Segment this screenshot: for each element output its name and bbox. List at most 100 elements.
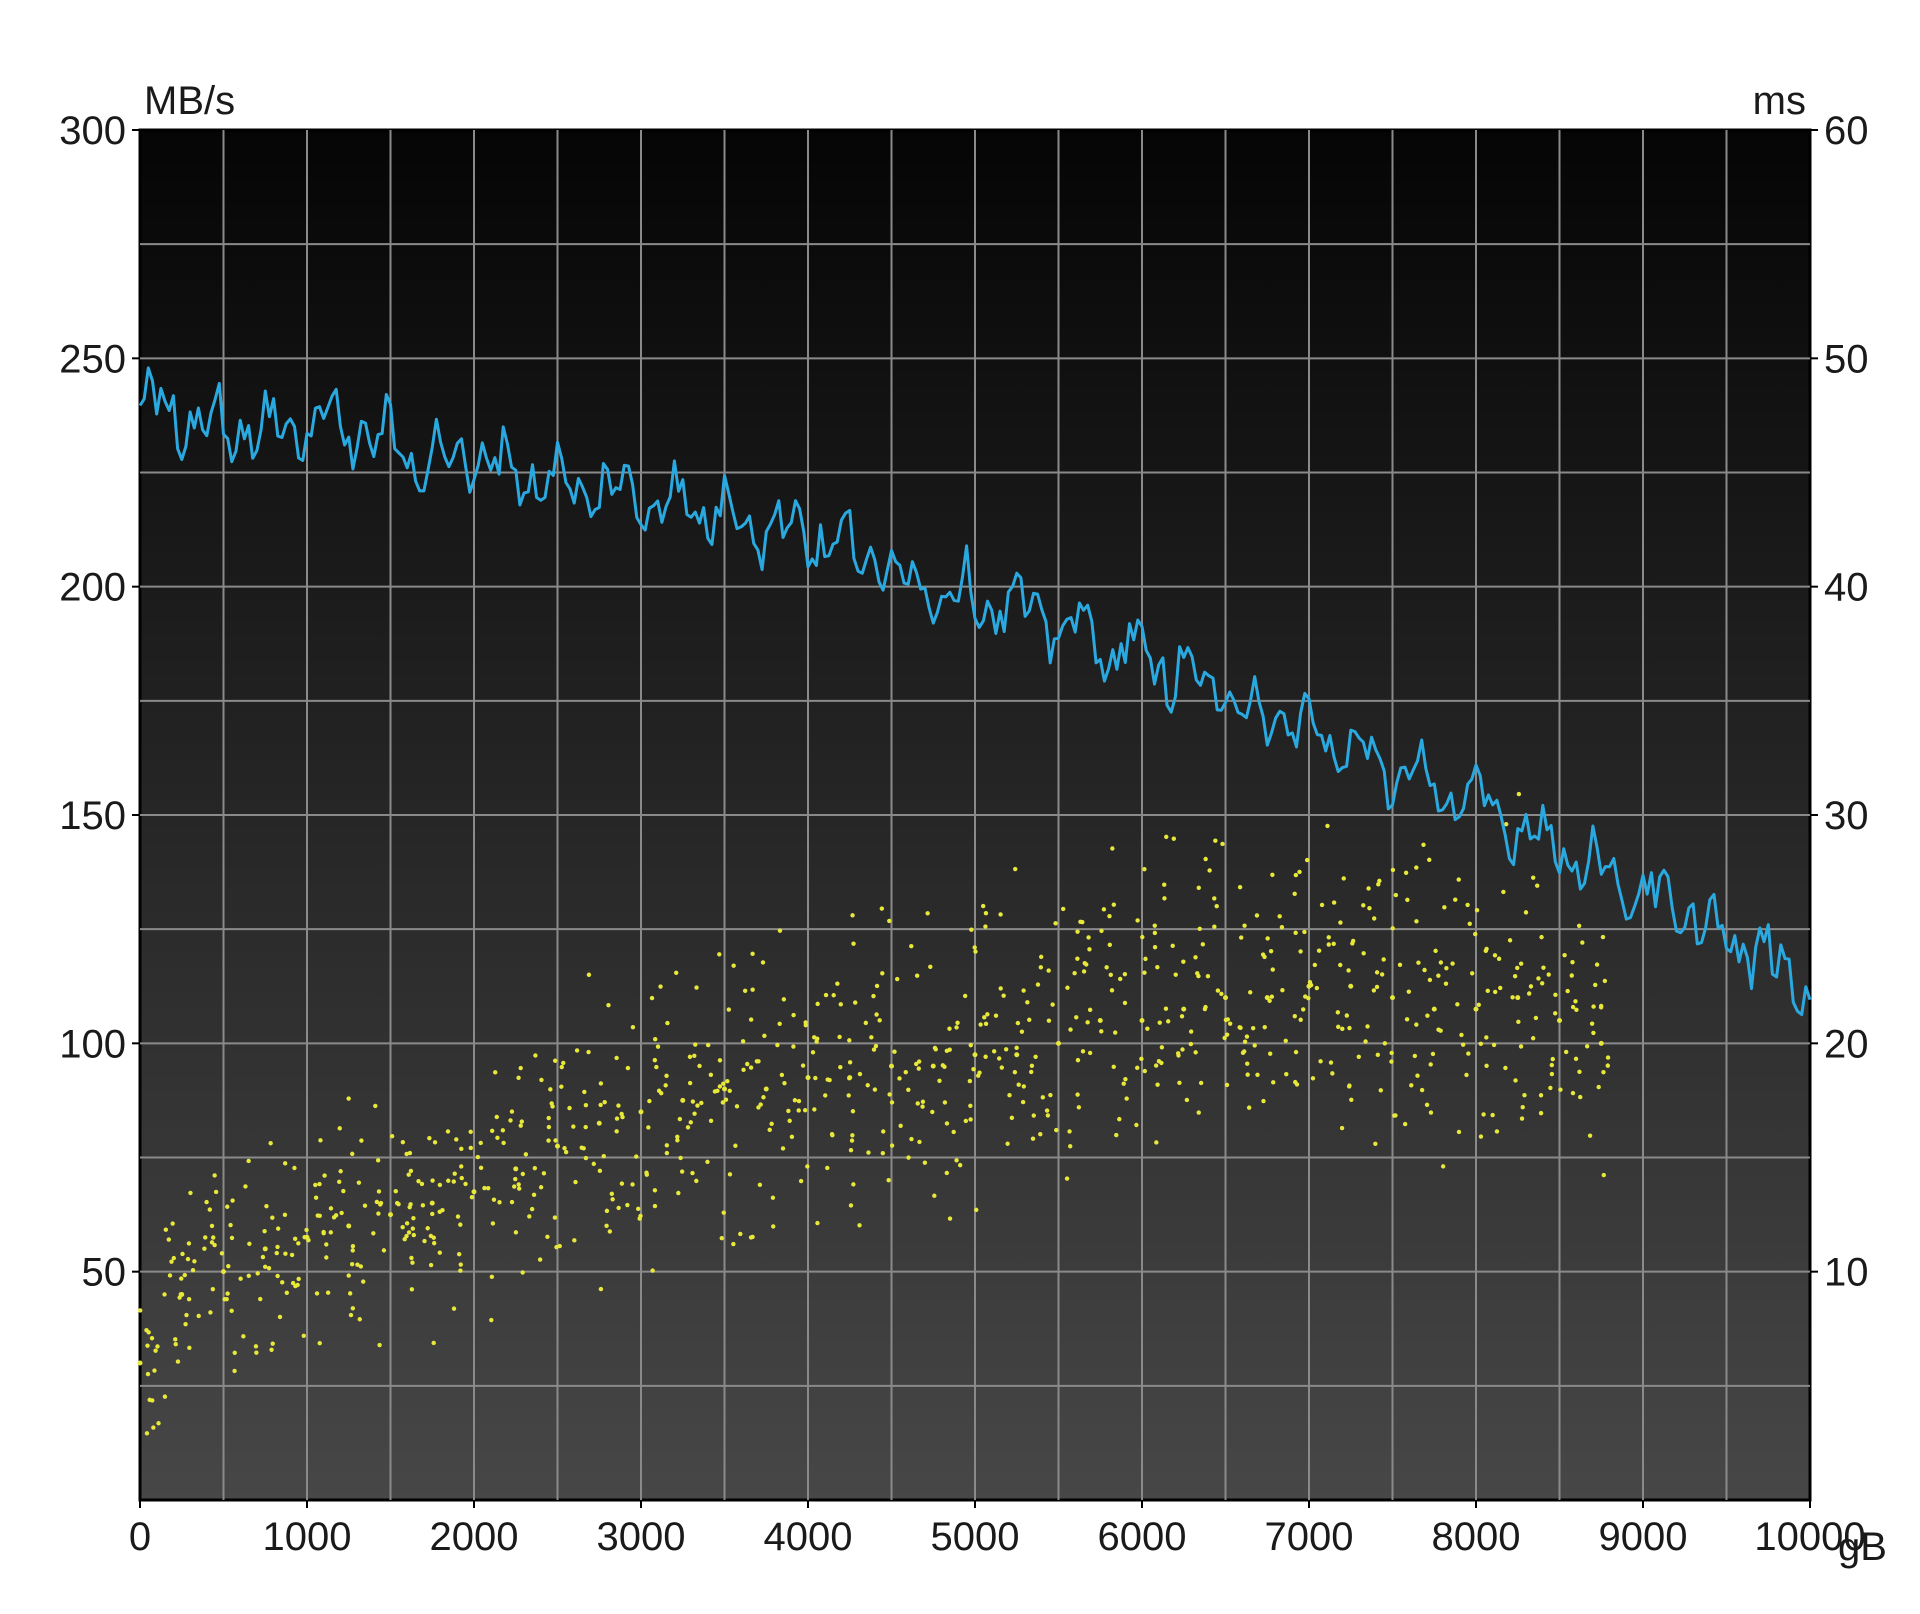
access-time-point [1050, 1002, 1055, 1007]
access-time-point [937, 1078, 942, 1083]
access-time-point [1530, 875, 1536, 880]
access-time-point [409, 1255, 414, 1261]
access-time-point [1140, 934, 1145, 940]
access-time-point [493, 1070, 498, 1075]
access-time-point [1389, 1059, 1394, 1064]
access-time-point [431, 1340, 436, 1346]
access-time-point [283, 1251, 288, 1256]
y-right-tick-label: 10 [1824, 1251, 1869, 1295]
access-time-point [1121, 1081, 1126, 1086]
access-time-point [552, 1058, 558, 1063]
access-time-point [1443, 981, 1449, 986]
access-time-point [1379, 972, 1385, 977]
access-time-point [346, 1223, 352, 1229]
access-time-point [846, 1093, 851, 1098]
access-time-point [636, 1206, 641, 1212]
access-time-point [1573, 1056, 1579, 1061]
access-time-point [1539, 934, 1544, 940]
access-time-point [280, 1280, 285, 1285]
access-time-point [393, 1189, 398, 1194]
access-time-point [149, 1336, 155, 1341]
access-time-point [1020, 1099, 1026, 1105]
access-time-point [179, 1276, 184, 1281]
access-time-point [1570, 959, 1575, 965]
access-time-point [572, 1238, 577, 1243]
access-time-point [1097, 1018, 1103, 1023]
access-time-point [293, 1283, 298, 1289]
access-time-point [712, 1089, 718, 1094]
access-time-point [650, 1268, 655, 1273]
access-time-point [983, 1021, 989, 1027]
access-time-point [1016, 1082, 1021, 1087]
access-time-point [537, 1257, 543, 1262]
access-time-point [1202, 1006, 1208, 1012]
access-time-point [1390, 867, 1396, 873]
access-time-point [634, 1154, 639, 1159]
access-time-point [967, 1078, 973, 1084]
access-time-point [1188, 1041, 1194, 1047]
access-time-point [350, 1151, 355, 1157]
access-time-point [705, 1042, 711, 1048]
access-time-point [1393, 892, 1399, 898]
access-time-point [145, 1371, 151, 1377]
access-time-point [452, 1171, 457, 1176]
access-time-point [1193, 1050, 1198, 1055]
access-time-point [455, 1214, 461, 1219]
access-time-point [748, 1065, 754, 1070]
access-time-point [428, 1262, 434, 1268]
access-time-point [1377, 878, 1382, 884]
access-time-point [1523, 910, 1529, 915]
access-time-point [1012, 1070, 1018, 1075]
access-time-point [376, 1189, 382, 1194]
access-time-point [358, 1264, 364, 1269]
access-time-point [1152, 944, 1158, 950]
access-time-point [437, 1182, 443, 1188]
access-time-point [1294, 1082, 1300, 1087]
access-time-point [289, 1252, 295, 1258]
access-time-point [468, 1145, 474, 1151]
access-time-point [1013, 866, 1018, 872]
access-time-point [1402, 1121, 1408, 1127]
access-time-point [153, 1348, 158, 1353]
access-time-point [942, 1064, 947, 1069]
access-time-point [1528, 984, 1534, 989]
access-time-point [582, 1089, 587, 1095]
access-time-point [1293, 930, 1298, 936]
access-time-point [1203, 856, 1208, 862]
access-time-point [777, 928, 783, 933]
access-time-point [909, 943, 914, 949]
access-time-point [322, 1173, 327, 1178]
access-time-point [680, 1097, 686, 1103]
access-time-point [478, 1165, 484, 1171]
access-time-point [1533, 1015, 1539, 1021]
access-time-point [1501, 889, 1506, 895]
access-time-point [508, 1118, 513, 1123]
access-time-point [416, 1178, 421, 1184]
access-time-point [1456, 877, 1461, 882]
access-time-point [791, 1044, 796, 1049]
access-time-point [652, 1188, 658, 1193]
access-time-point [598, 1102, 603, 1108]
access-time-point [516, 1182, 521, 1187]
access-time-point [321, 1229, 326, 1235]
access-time-point [695, 1103, 700, 1108]
access-time-point [406, 1230, 412, 1235]
access-time-point [1428, 1110, 1434, 1115]
access-time-point [692, 1111, 697, 1116]
access-time-point [296, 1241, 301, 1246]
access-time-point [1271, 1080, 1276, 1085]
access-time-point [792, 1098, 798, 1103]
access-time-point [1397, 962, 1403, 967]
access-time-point [1577, 1069, 1582, 1075]
access-time-point [350, 1306, 356, 1311]
access-time-point [906, 1155, 911, 1160]
access-time-point [1159, 1045, 1165, 1050]
access-time-point [1238, 1025, 1243, 1030]
access-time-point [1250, 1025, 1256, 1031]
access-time-point [697, 1063, 702, 1069]
access-time-point [581, 1146, 586, 1151]
access-time-point [1200, 942, 1206, 947]
access-time-point [1298, 1017, 1303, 1022]
access-time-point [646, 1125, 651, 1130]
access-time-point [451, 1306, 457, 1311]
